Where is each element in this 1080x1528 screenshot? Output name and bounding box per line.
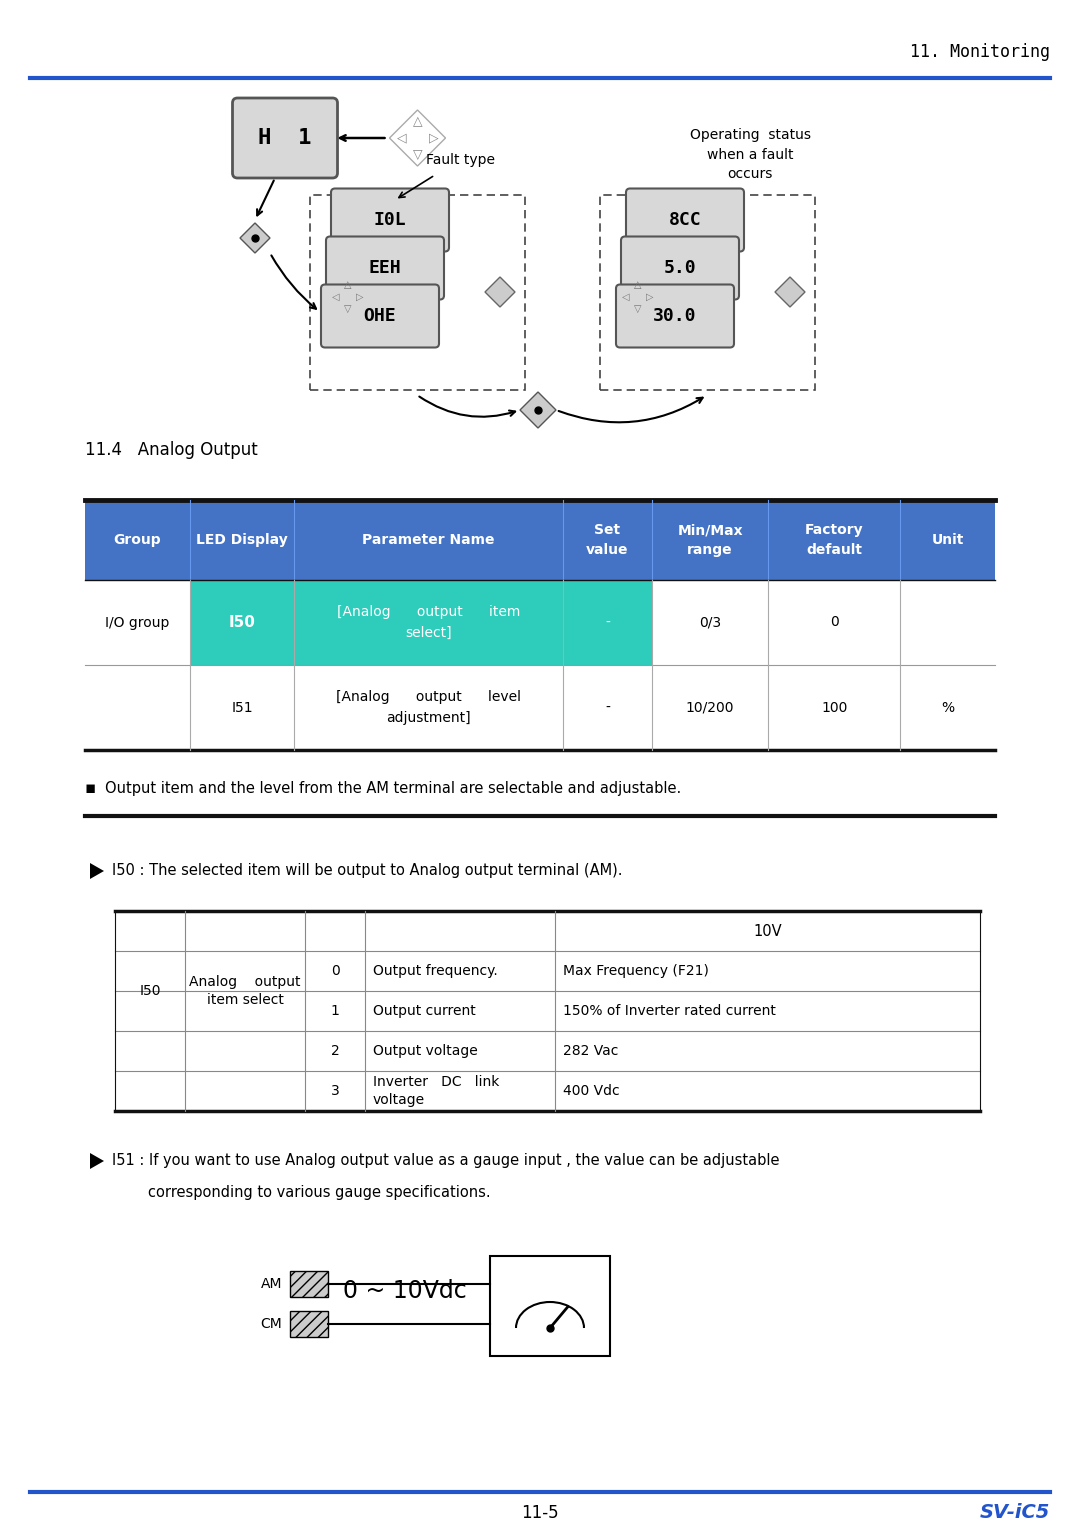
Text: 150% of Inverter rated current: 150% of Inverter rated current <box>563 1004 775 1018</box>
Text: H  1: H 1 <box>258 128 312 148</box>
Bar <box>190 581 652 665</box>
Text: Set
value: Set value <box>586 523 629 556</box>
Text: I51: I51 <box>231 700 253 715</box>
Text: I50: I50 <box>139 984 161 998</box>
Bar <box>85 581 995 665</box>
Text: 0: 0 <box>831 616 839 630</box>
Text: △: △ <box>634 280 642 290</box>
Text: -: - <box>605 616 610 630</box>
Text: 10V: 10V <box>753 923 782 938</box>
Text: Factory
default: Factory default <box>805 523 864 556</box>
Polygon shape <box>90 863 104 879</box>
Text: ▷: ▷ <box>356 292 364 303</box>
FancyBboxPatch shape <box>326 237 444 299</box>
Text: ◁: ◁ <box>622 292 630 303</box>
Text: 0: 0 <box>330 964 339 978</box>
Text: ▽: ▽ <box>413 148 422 160</box>
Text: Analog    output
item select: Analog output item select <box>189 975 300 1007</box>
Text: Parameter Name: Parameter Name <box>362 533 495 547</box>
Text: Fault type: Fault type <box>426 153 495 167</box>
Text: 11.4   Analog Output: 11.4 Analog Output <box>85 442 258 458</box>
Text: AM: AM <box>260 1277 282 1291</box>
Text: I/O group: I/O group <box>105 616 170 630</box>
Text: %: % <box>941 700 955 715</box>
Text: ▷: ▷ <box>429 131 438 145</box>
Text: 2: 2 <box>330 1044 339 1057</box>
Text: [Analog      output      level
adjustment]: [Analog output level adjustment] <box>336 689 521 726</box>
Text: 0/3: 0/3 <box>699 616 721 630</box>
Text: ▷: ▷ <box>646 292 653 303</box>
Text: OHE: OHE <box>364 307 396 325</box>
Text: -: - <box>605 700 610 715</box>
Text: △: △ <box>345 280 352 290</box>
Text: I50 : The selected item will be output to Analog output terminal (AM).: I50 : The selected item will be output t… <box>112 863 622 879</box>
Bar <box>291 1271 328 1297</box>
Text: Inverter   DC   link
voltage: Inverter DC link voltage <box>373 1074 499 1108</box>
Text: 0 ~ 10Vdc: 0 ~ 10Vdc <box>343 1279 467 1303</box>
Text: Output item and the level from the AM terminal are selectable and adjustable.: Output item and the level from the AM te… <box>105 781 681 796</box>
Text: 11-5: 11-5 <box>522 1504 558 1522</box>
Polygon shape <box>485 277 515 307</box>
FancyBboxPatch shape <box>621 237 739 299</box>
FancyBboxPatch shape <box>330 188 449 252</box>
Text: SV-iC5: SV-iC5 <box>980 1504 1050 1522</box>
Polygon shape <box>620 280 656 315</box>
Text: [Analog      output      item
select]: [Analog output item select] <box>337 605 521 640</box>
Text: Output voltage: Output voltage <box>373 1044 477 1057</box>
Bar <box>490 1256 610 1355</box>
Text: Output frequency.: Output frequency. <box>373 964 498 978</box>
Text: 1: 1 <box>330 1004 339 1018</box>
Text: I0L: I0L <box>374 211 406 229</box>
Text: ◁: ◁ <box>396 131 406 145</box>
Polygon shape <box>330 280 366 315</box>
Text: 11. Monitoring: 11. Monitoring <box>910 43 1050 61</box>
Text: 8CC: 8CC <box>669 211 701 229</box>
Bar <box>291 1311 328 1337</box>
Text: EEH: EEH <box>368 260 402 277</box>
Polygon shape <box>775 277 805 307</box>
Text: ▽: ▽ <box>345 304 352 313</box>
Text: 30.0: 30.0 <box>653 307 697 325</box>
Bar <box>85 500 995 581</box>
Polygon shape <box>240 223 270 254</box>
Text: 282 Vac: 282 Vac <box>563 1044 619 1057</box>
Text: corresponding to various gauge specifications.: corresponding to various gauge specifica… <box>148 1186 490 1201</box>
FancyBboxPatch shape <box>321 284 438 347</box>
FancyBboxPatch shape <box>626 188 744 252</box>
Text: △: △ <box>413 116 422 128</box>
Text: I50: I50 <box>229 614 255 630</box>
Text: CM: CM <box>260 1317 282 1331</box>
Text: 400 Vdc: 400 Vdc <box>563 1083 620 1099</box>
Bar <box>85 665 995 750</box>
Text: ▽: ▽ <box>634 304 642 313</box>
Text: LED Display: LED Display <box>197 533 288 547</box>
Text: 10/200: 10/200 <box>686 700 734 715</box>
FancyBboxPatch shape <box>600 196 815 390</box>
Text: Min/Max
range: Min/Max range <box>677 523 743 556</box>
Text: Output current: Output current <box>373 1004 476 1018</box>
Text: 100: 100 <box>821 700 848 715</box>
FancyBboxPatch shape <box>310 196 525 390</box>
Text: 3: 3 <box>330 1083 339 1099</box>
Polygon shape <box>519 393 556 428</box>
Text: Max Frequency (F21): Max Frequency (F21) <box>563 964 708 978</box>
FancyBboxPatch shape <box>616 284 734 347</box>
Text: Group: Group <box>113 533 161 547</box>
Text: ▪: ▪ <box>85 779 96 798</box>
FancyBboxPatch shape <box>232 98 337 177</box>
Text: Unit: Unit <box>931 533 963 547</box>
Text: I51 : If you want to use Analog output value as a gauge input , the value can be: I51 : If you want to use Analog output v… <box>112 1154 780 1169</box>
Text: Operating  status
when a fault
occurs: Operating status when a fault occurs <box>689 128 810 182</box>
Polygon shape <box>90 1154 104 1169</box>
Text: ◁: ◁ <box>333 292 340 303</box>
Text: 5.0: 5.0 <box>664 260 697 277</box>
